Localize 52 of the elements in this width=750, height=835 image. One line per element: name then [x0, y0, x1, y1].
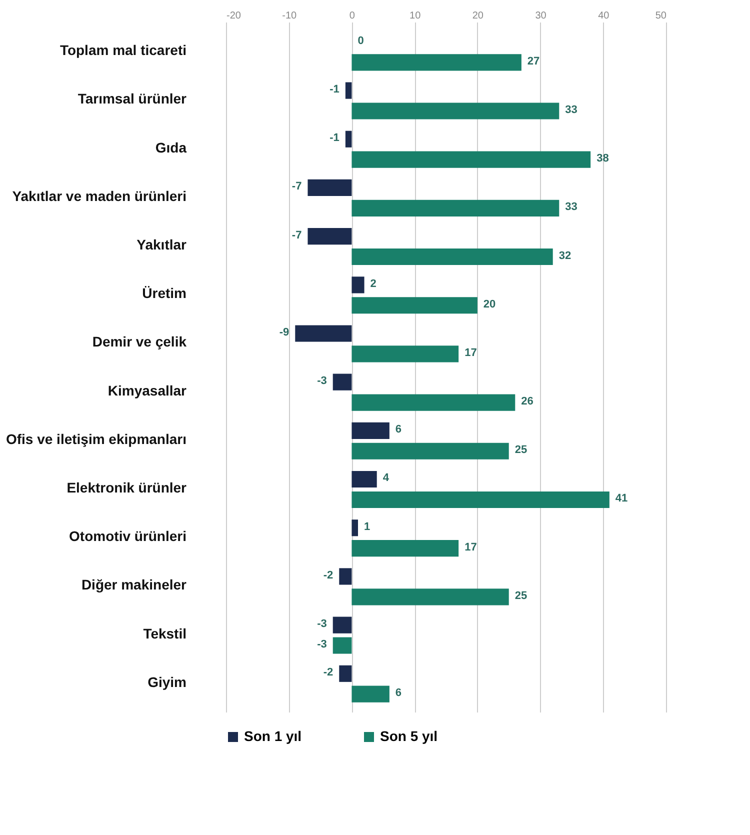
- data-label: 17: [464, 541, 477, 554]
- data-label: 20: [483, 298, 496, 310]
- data-label: -2: [323, 666, 334, 679]
- data-label: 26: [521, 396, 534, 408]
- data-label: 2: [370, 278, 376, 290]
- data-label: 1: [364, 520, 370, 533]
- y-tick-label: Yakıtlar: [136, 236, 188, 253]
- data-label: -1: [330, 132, 340, 144]
- data-label: 38: [596, 152, 609, 165]
- x-tick-label: 50: [655, 10, 667, 22]
- data-label: 17: [464, 346, 477, 359]
- legend-label: Son 1 yıl: [244, 728, 302, 744]
- x-tick-label: 30: [535, 10, 547, 22]
- x-tick-label: 20: [472, 10, 484, 22]
- y-tick-label: Yakıtlar ve maden ürünleri: [12, 188, 186, 204]
- data-label: 33: [565, 201, 578, 214]
- data-label: 27: [527, 55, 540, 68]
- y-tick-label: Tekstil: [143, 625, 186, 642]
- legend-label: Son 5 yıl: [380, 728, 438, 744]
- data-label: -3: [317, 618, 327, 630]
- data-label: 33: [565, 104, 578, 116]
- data-label: -3: [317, 638, 327, 650]
- data-label: 25: [514, 590, 528, 602]
- data-label: -1: [330, 84, 340, 96]
- data-label: 6: [395, 687, 402, 700]
- data-label: -2: [323, 569, 334, 582]
- y-tick-label: Üretim: [142, 285, 186, 302]
- y-tick-label: Tarımsal ürünler: [78, 90, 188, 107]
- data-label: -9: [279, 326, 290, 338]
- x-tick-label: -10: [282, 10, 298, 22]
- data-label: -7: [292, 180, 302, 193]
- y-tick-label: Ofis ve iletişim ekipmanları: [6, 430, 186, 447]
- y-tick-label: Gıda: [155, 139, 187, 156]
- data-label: 0: [358, 34, 364, 47]
- y-tick-label: Elektronik ürünler: [66, 479, 188, 496]
- y-tick-label: Toplam mal ticareti: [60, 42, 186, 58]
- data-label: 6: [395, 424, 402, 436]
- y-tick-label: Giyim: [148, 674, 186, 690]
- y-tick-label: Diğer makineler: [81, 576, 188, 593]
- data-label: -3: [317, 375, 327, 388]
- y-tick-label: Kimyasallar: [108, 382, 188, 398]
- x-tick-label: 0: [349, 10, 356, 22]
- data-label: 32: [558, 250, 572, 262]
- data-label: 41: [615, 492, 628, 505]
- data-label: 4: [382, 472, 390, 484]
- data-label: -7: [292, 229, 302, 242]
- data-label: 25: [514, 444, 528, 456]
- y-tick-label: Demir ve çelik: [92, 334, 187, 350]
- y-tick-label: Otomotiv ürünleri: [69, 528, 186, 544]
- x-tick-label: -20: [226, 10, 242, 22]
- x-tick-label: 40: [598, 10, 610, 22]
- x-tick-label: 10: [410, 10, 422, 22]
